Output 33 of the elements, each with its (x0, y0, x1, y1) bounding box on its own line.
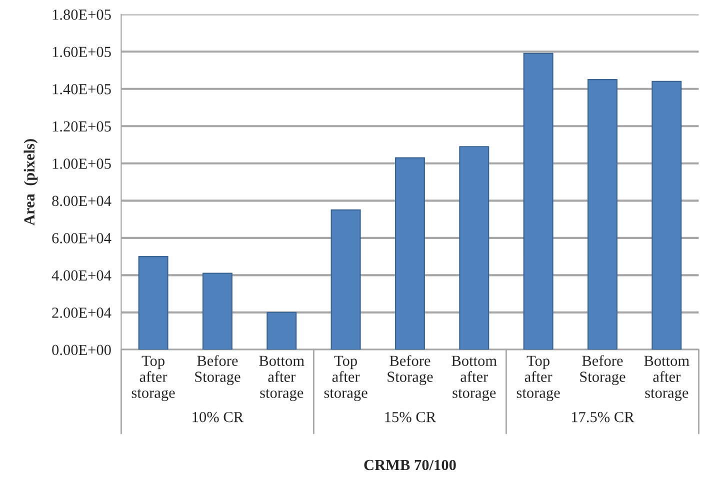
x-tick-label: Bottom after storage (452, 356, 497, 402)
y-axis-title: Area (pixels) (24, 139, 38, 226)
y-tick-label: 6.00E+04 (52, 233, 112, 244)
x-tick-label: Bottom after storage (644, 356, 690, 402)
text: 17.5% CR (572, 412, 634, 422)
x-tick-label: Top after storage (132, 356, 175, 402)
y-tick-label: 1.80E+05 (52, 10, 111, 20)
x-tick-label: Bottom after storage (259, 356, 304, 402)
bar (202, 272, 232, 350)
y-tick-label: 4.00E+04 (52, 270, 112, 281)
y-tick-label: 0.00E+00 (52, 344, 111, 356)
y-tick-label: 8.00E+04 (52, 196, 112, 206)
x-tick-label: Top after storage (516, 356, 560, 402)
y-tick-label: 2.00E+04 (52, 308, 112, 318)
bar (459, 146, 490, 350)
x-axis-title: CRMB 70/100 (364, 460, 456, 470)
x-tick-label: Before Storage (580, 355, 626, 386)
bar (523, 52, 554, 350)
y-tick-label: 1.00E+05 (52, 158, 111, 169)
y-tick-label: 1.60E+05 (52, 46, 111, 58)
y-tick-label: 1.40E+05 (52, 84, 111, 94)
x-tick-label: Before Storage (195, 355, 240, 386)
text: 15% CR (385, 412, 436, 422)
x-tick-label: Before Storage (388, 355, 433, 386)
x-tick-label: Top after storage (324, 356, 368, 402)
y-tick-label: 1.20E+05 (52, 121, 111, 132)
text: 10% CR (192, 412, 244, 422)
bar (587, 79, 618, 350)
bar (394, 157, 425, 350)
bar (330, 209, 361, 350)
bar (138, 256, 168, 350)
bar (266, 312, 297, 350)
bar (652, 80, 682, 350)
